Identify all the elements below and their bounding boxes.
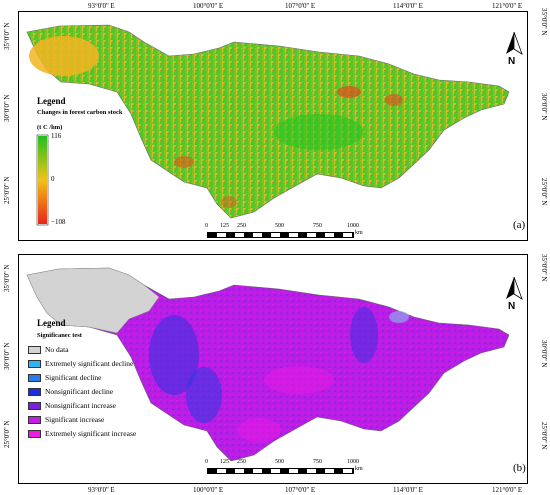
lon-label-bottom-3: 107°0'0'' E xyxy=(285,486,316,494)
lon-label-bottom-1: 93°0'0'' E xyxy=(88,486,115,494)
lat-right-a-2: 30°0'0'' N xyxy=(540,93,548,121)
panel-a: Legend Changes in forest carbon stock (t… xyxy=(18,11,528,241)
legend-subtitle-b: Significanec test xyxy=(37,332,82,339)
scale-bar-container-a: 0 125 250 500 750 1000 km xyxy=(205,223,375,239)
swatch-significant-decline xyxy=(28,373,41,382)
lat-left-b-2: 30°0'0'' N xyxy=(3,342,11,370)
north-label-b: N xyxy=(508,301,516,312)
legend-label-nonsignificant-increase: Nonsignificant increase xyxy=(45,401,117,410)
scale-unit-b: km xyxy=(355,466,363,472)
lon-label-top-2: 100°0'0'' E xyxy=(193,2,224,10)
swatch-extremely-significant-increase xyxy=(28,429,41,438)
lat-right-a-1: 35°0'0'' N xyxy=(540,8,548,36)
scale-tick-0-a: 0 xyxy=(205,223,208,229)
lon-label-bottom-2: 100°0'0'' E xyxy=(193,486,224,494)
legend-title-a: Legend xyxy=(37,96,66,106)
lon-label-top-1: 93°0'0'' E xyxy=(88,2,115,10)
lat-right-b-1: 35°0'0'' N xyxy=(540,254,548,282)
legend-item-no-data: No data xyxy=(28,345,69,354)
scale-tick-0-b: 0 xyxy=(205,459,208,465)
lat-left-b-1: 35°0'0'' N xyxy=(3,264,11,292)
legend-label-no-data: No data xyxy=(45,345,69,354)
legend-item-significant-decline: Significant decline xyxy=(28,373,101,382)
legend-label-significant-decline: Significant decline xyxy=(45,373,102,382)
panel-b: Legend Significanec test No data Extreme… xyxy=(18,254,528,484)
map-a xyxy=(26,24,523,226)
scale-tick-250-b: 250 xyxy=(237,459,246,465)
legend-max-a: 116 xyxy=(51,132,62,140)
legend-item-nonsignificant-increase: Nonsignificant increase xyxy=(28,401,116,410)
legend-subtitle-a: Changes in forest carbon stock xyxy=(37,109,123,116)
legend-label-significant-increase: Significant increase xyxy=(45,415,105,424)
legend-label-extremely-significant-decline: Extremely significant decline xyxy=(45,359,134,368)
legend-item-extremely-significant-increase: Extremely significant increase xyxy=(28,429,136,438)
swatch-extremely-significant-decline xyxy=(28,359,41,368)
lon-label-top-4: 114°0'0'' E xyxy=(393,2,423,10)
legend-title-b: Legend xyxy=(37,318,66,328)
scale-tick-125-a: 125 xyxy=(220,223,229,229)
legend-label-extremely-significant-increase: Extremely significant increase xyxy=(45,429,137,438)
swatch-nonsignificant-decline xyxy=(28,387,41,396)
basin-shape-a xyxy=(26,24,510,219)
scale-tick-500-b: 500 xyxy=(275,459,284,465)
scale-tick-250-a: 250 xyxy=(237,223,246,229)
legend-item-extremely-significant-decline: Extremely significant decline xyxy=(28,359,133,368)
legend-item-nonsignificant-decline: Nonsignificant decline xyxy=(28,387,113,396)
lat-left-a-3: 25°0'0'' N xyxy=(3,176,11,204)
map-b xyxy=(26,267,523,462)
scale-bar-graphic-b xyxy=(207,468,354,474)
scale-bar-container-b: 0 125 250 500 750 1000 km xyxy=(205,459,375,475)
scale-unit-a: km xyxy=(355,230,363,236)
scale-tick-1000-b: 1000 xyxy=(347,459,359,465)
scale-tick-125-b: 125 xyxy=(220,459,229,465)
scale-tick-500-a: 500 xyxy=(275,223,284,229)
north-label-a: N xyxy=(508,56,516,67)
lon-label-bottom-4: 114°0'0'' E xyxy=(393,486,423,494)
lat-left-a-1: 35°0'0'' N xyxy=(3,22,11,50)
lat-left-b-3: 25°0'0'' N xyxy=(3,420,11,448)
scale-tick-1000-a: 1000 xyxy=(347,223,359,229)
legend-item-significant-increase: Significant increase xyxy=(28,415,104,424)
legend-mid-a: 0 xyxy=(51,175,55,183)
lat-left-a-2: 30°0'0'' N xyxy=(3,94,11,122)
swatch-significant-increase xyxy=(28,415,41,424)
panel-label-b: (b) xyxy=(513,462,526,474)
panel-label-a: (a) xyxy=(513,219,526,231)
swatch-nonsignificant-increase xyxy=(28,401,41,410)
legend-label-nonsignificant-decline: Nonsignificant decline xyxy=(45,387,114,396)
north-arrow-icon-a xyxy=(506,31,523,55)
lat-right-b-2: 30°0'0'' N xyxy=(540,340,548,368)
swatch-no-data xyxy=(28,345,41,354)
north-arrow-icon-b xyxy=(506,276,523,300)
lon-label-bottom-5: 121°0'0'' E xyxy=(492,486,523,494)
lon-label-top-3: 107°0'0'' E xyxy=(285,2,316,10)
lat-right-b-3: 25°0'0'' N xyxy=(540,422,548,450)
basin-shape-b xyxy=(26,267,510,462)
lat-right-a-3: 25°0'0'' N xyxy=(540,178,548,206)
lon-label-top-5: 121°0'0'' E xyxy=(492,2,523,10)
legend-unit-a: (t C /hm) xyxy=(37,124,63,131)
legend-min-a: −108 xyxy=(51,218,66,226)
scale-tick-750-a: 750 xyxy=(313,223,322,229)
scale-tick-750-b: 750 xyxy=(313,459,322,465)
scale-bar-graphic-a xyxy=(207,232,354,238)
